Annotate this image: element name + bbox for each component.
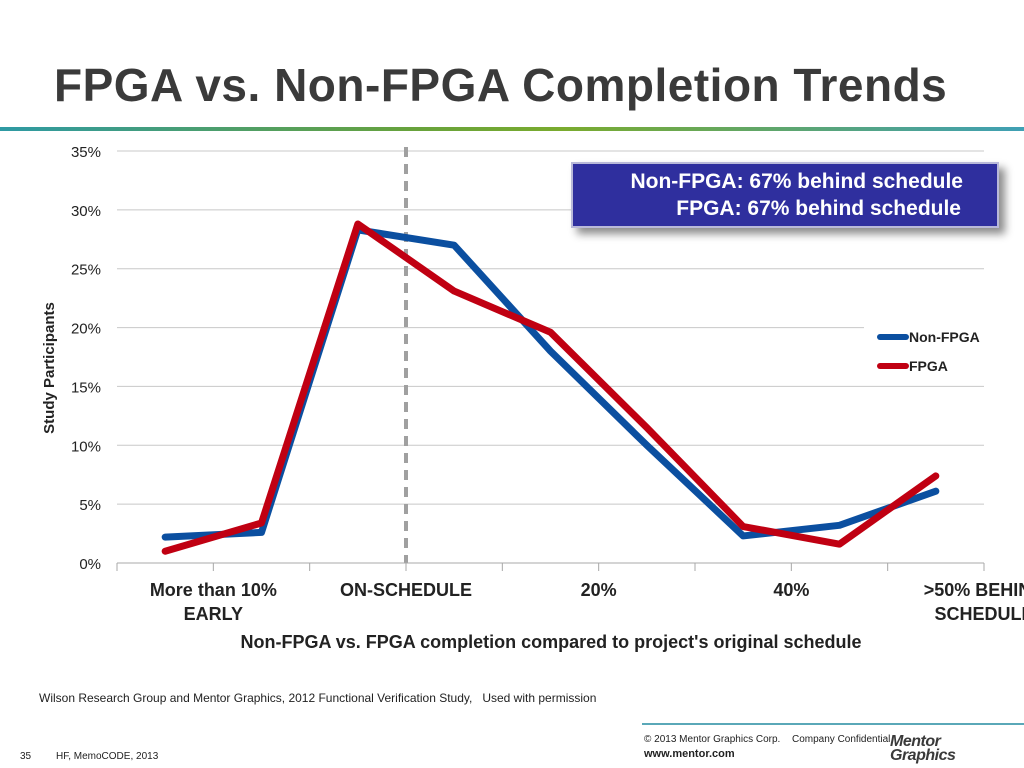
- x-tick-label: 40%: [773, 580, 809, 600]
- conference-name: HF, MemoCODE, 2013: [56, 751, 159, 762]
- x-tick-label: SCHEDULE: [934, 604, 1024, 624]
- gridlines: [117, 150, 984, 505]
- logo-line-1: Mentor: [890, 733, 941, 750]
- x-axis-label: Non-FPGA vs. FPGA completion compared to…: [240, 632, 861, 652]
- legend-label-fpga: FPGA: [909, 358, 948, 374]
- x-tick-label: ON-SCHEDULE: [340, 580, 472, 600]
- y-tick-label: 5%: [79, 497, 101, 514]
- series-lines: [161, 220, 940, 555]
- title-divider: [0, 127, 1024, 131]
- footer-divider: [642, 723, 1024, 725]
- x-tick-label: More than 10%: [150, 580, 277, 600]
- y-axis-label: Study Participants: [41, 302, 58, 434]
- y-tick-label: 20%: [71, 321, 101, 338]
- company-url: www.mentor.com: [644, 748, 735, 760]
- mentor-graphics-logo: Mentor Graphics: [890, 733, 994, 765]
- y-axis-tick-labels: 0% 5% 10% 15% 20% 25% 30% 35%: [71, 144, 101, 573]
- y-tick-label: 30%: [71, 203, 101, 220]
- y-tick-label: 25%: [71, 262, 101, 279]
- x-axis-tick-labels: More than 10% EARLY ON-SCHEDULE 20% 40% >50% …: [150, 580, 1024, 624]
- x-tick-label: EARLY: [184, 604, 243, 624]
- behind-schedule-callout: Non-FPGA: 67% behind schedule FPGA: 67% …: [571, 162, 999, 228]
- y-tick-label: 0%: [79, 556, 101, 573]
- logo-line-2: Graphics: [890, 747, 956, 764]
- y-tick-label: 15%: [71, 379, 101, 396]
- series-line-fpga: [161, 220, 940, 555]
- legend-label-non-fpga: Non-FPGA: [909, 329, 980, 345]
- copyright-text: © 2013 Mentor Graphics Corp.: [644, 734, 781, 745]
- callout-line-non-fpga: Non-FPGA: 67% behind schedule: [630, 170, 963, 193]
- y-tick-label: 10%: [71, 438, 101, 455]
- slide-title: FPGA vs. Non-FPGA Completion Trends: [54, 59, 948, 111]
- y-tick-label: 35%: [71, 144, 101, 161]
- legend-box: [864, 323, 992, 381]
- page-number: 35: [20, 751, 32, 762]
- source-note: Wilson Research Group and Mentor Graphic…: [39, 691, 597, 705]
- series-line-non-fpga: [161, 226, 940, 541]
- confidential-text: Company Confidential: [792, 734, 891, 745]
- legend: Non-FPGA FPGA: [864, 323, 992, 381]
- completion-trends-chart: 0% 5% 10% 15% 20% 25% 30% 35% More than 10% EARL…: [41, 144, 1024, 652]
- x-tick-label: >50% BEHIND: [924, 580, 1024, 600]
- x-tick-label: 20%: [581, 580, 617, 600]
- x-axis: [116, 562, 985, 571]
- callout-line-fpga: FPGA: 67% behind schedule: [676, 197, 961, 220]
